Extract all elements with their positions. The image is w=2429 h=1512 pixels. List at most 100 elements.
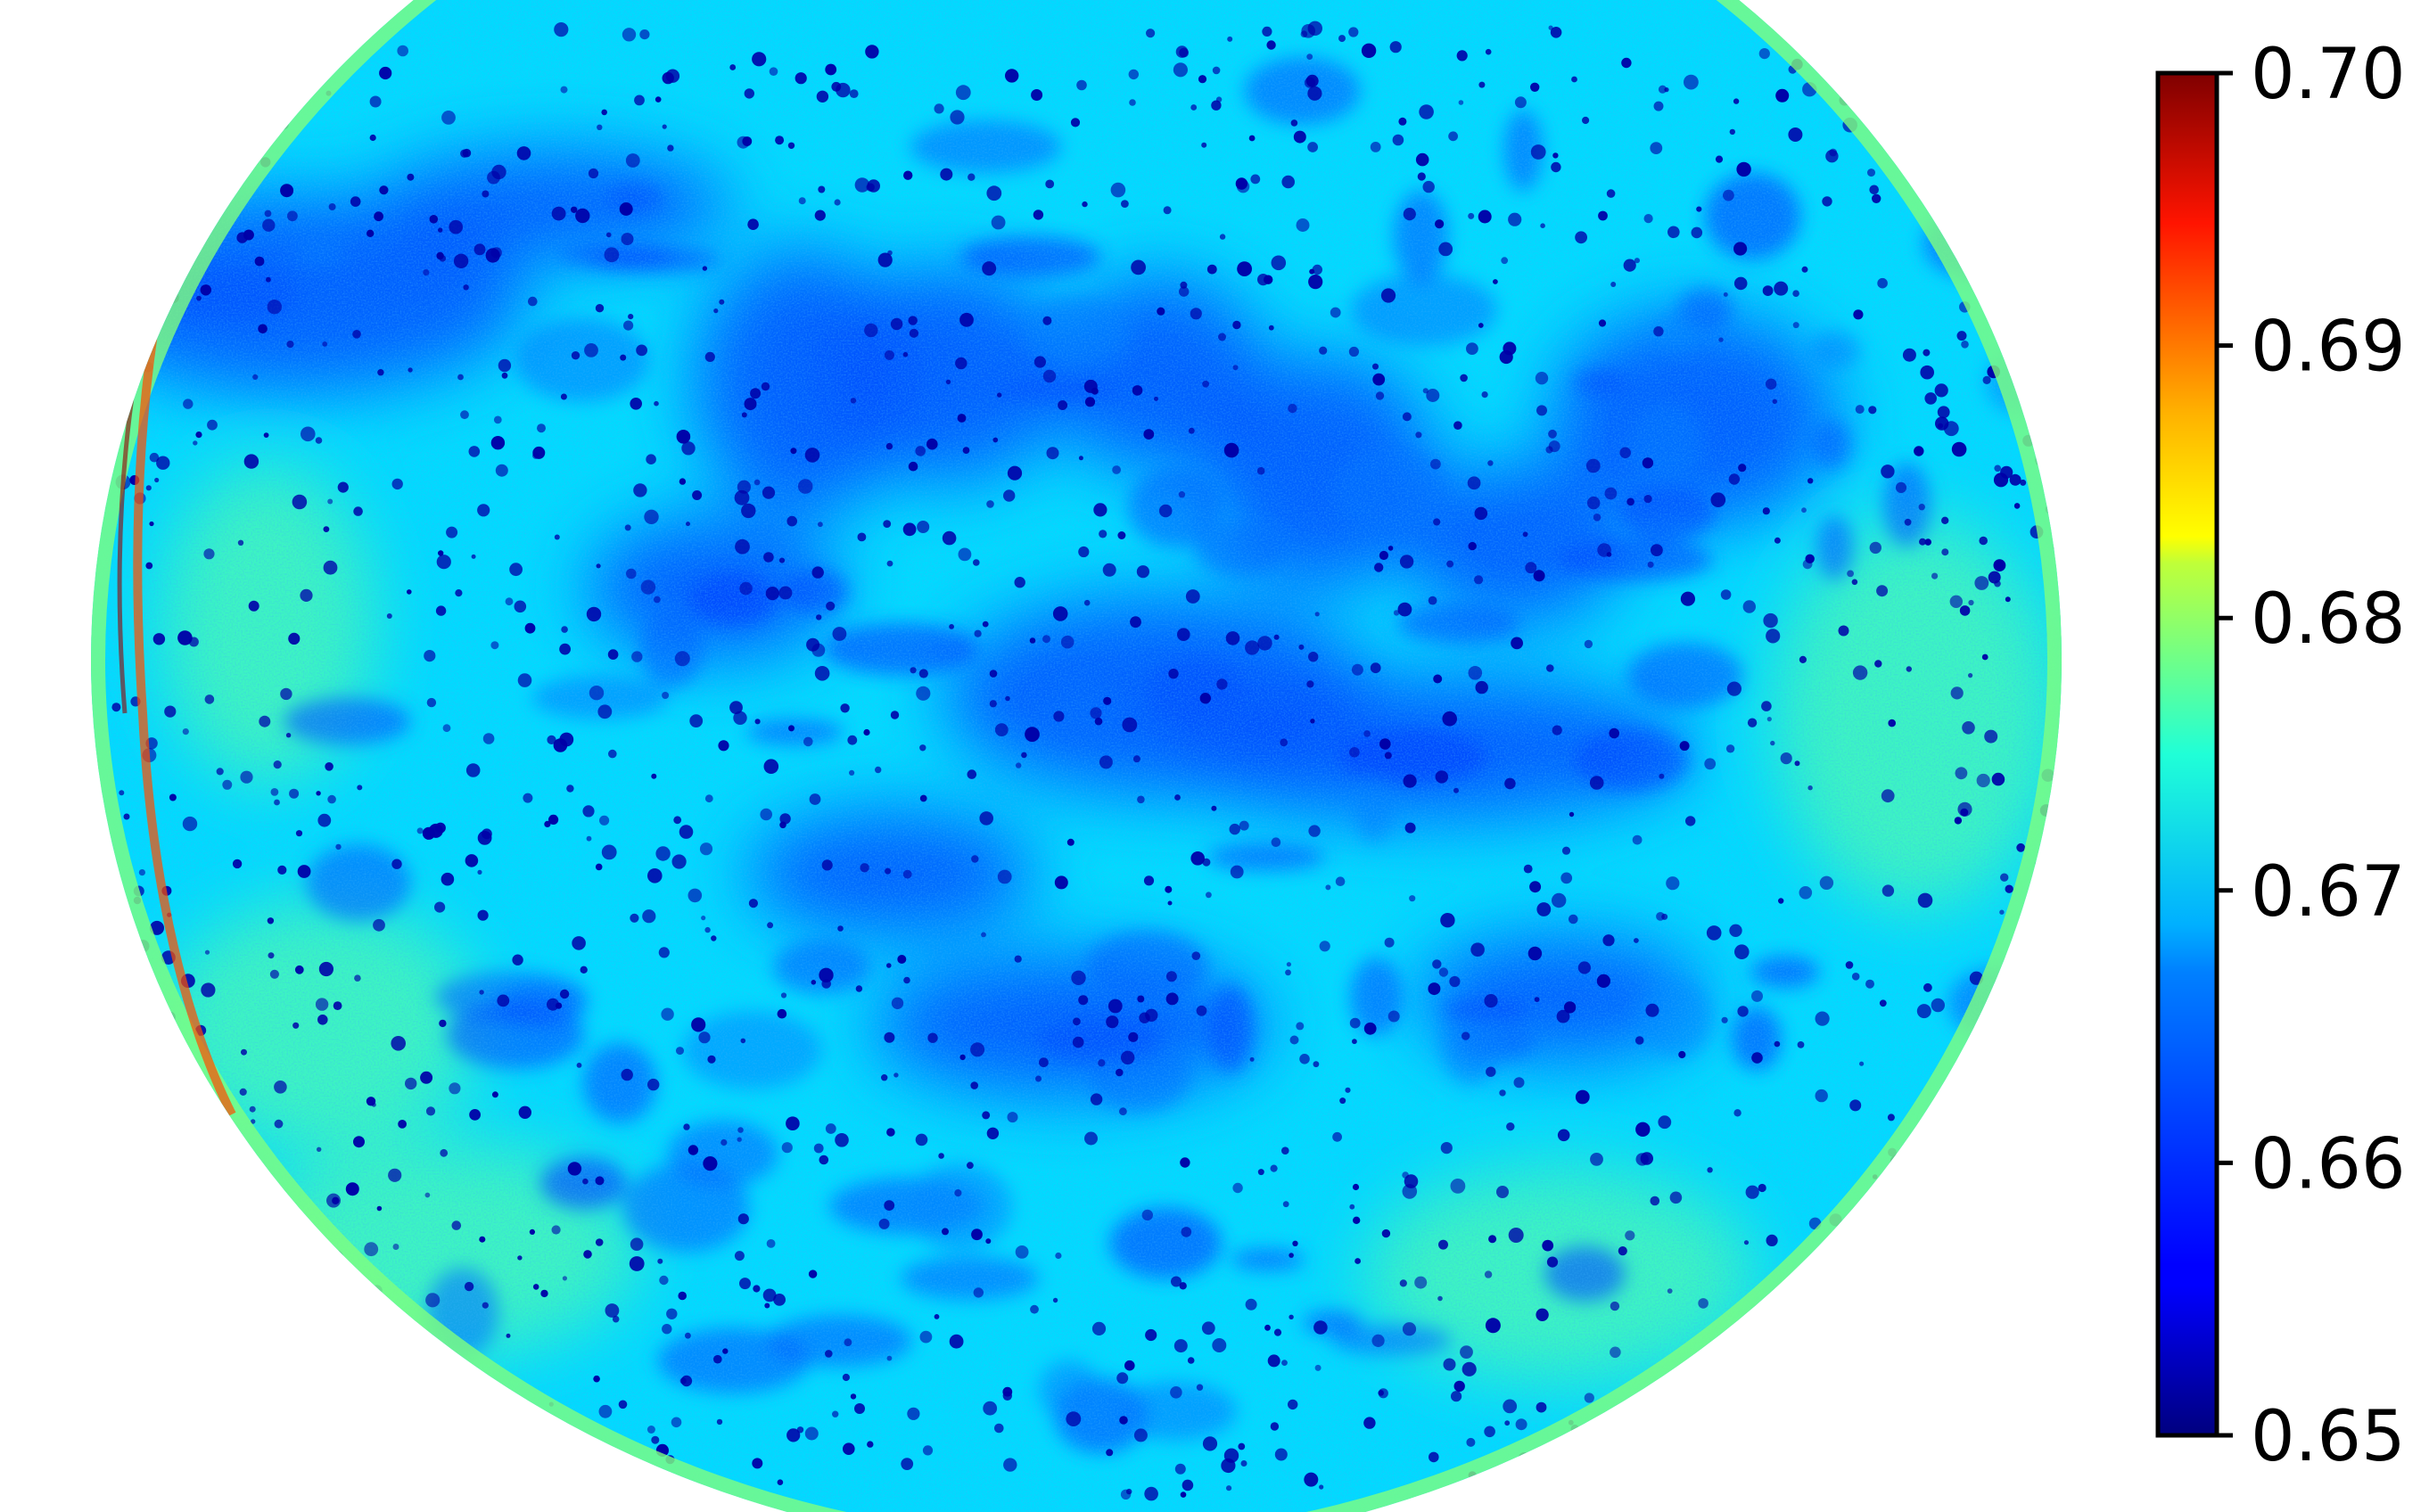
field-speckle [408,367,413,373]
field-speckle [628,314,634,320]
field-speckle [790,448,797,455]
field-speckle [797,479,813,494]
field-speckle [1597,543,1611,557]
field-speckle [1486,1066,1496,1077]
field-speckle [249,1105,256,1113]
field-speckle [1248,135,1256,142]
field-speckle [460,149,469,158]
field-speckle [662,1324,672,1335]
field-speckle [580,966,588,974]
field-speckle [292,494,308,510]
field-speckle [420,1071,433,1084]
field-speckle [832,1410,839,1418]
field-speckle [1245,640,1260,655]
field-speckle [1219,234,1226,240]
field-speckle [1025,727,1040,743]
field-speckle [938,1153,944,1159]
field-speckle [733,711,747,725]
field-speckle [423,269,430,276]
field-speckle [1625,1230,1635,1241]
field-speckle [1281,1360,1288,1366]
field-speckle [1542,1239,1554,1252]
field-speckle [599,815,610,826]
field-speckle [1876,585,1889,597]
field-speckle [1190,851,1205,866]
field-speckle [908,461,918,472]
field-speckle [1212,1338,1227,1352]
field-speckle [654,596,661,604]
field-speckle [364,1242,379,1257]
field-speckle [685,1332,691,1339]
field-speckle [1202,380,1209,388]
field-speckle [623,320,634,331]
field-speckle [1438,967,1449,977]
field-speckle [1014,577,1025,588]
field-speckle [1084,1131,1098,1146]
field-speckle [1826,1401,1839,1414]
field-speckle [1289,1314,1294,1320]
field-blob [91,173,221,252]
field-speckle [1653,101,1664,111]
field-speckle [1399,1279,1407,1287]
field-speckle [493,415,502,424]
field-speckle [479,1236,486,1243]
field-speckle [878,1218,890,1229]
field-speckle [1090,1093,1103,1105]
field-speckle [1035,1075,1042,1082]
field-speckle [803,736,813,747]
field-speckle [1552,152,1559,159]
field-speckle [1306,53,1313,60]
field-speckle [781,1142,793,1154]
field-speckle [1923,982,1932,992]
field-speckle [854,1403,865,1414]
field-speckle [1180,1157,1190,1168]
field-speckle [195,1486,211,1502]
field-speckle [1076,79,1087,91]
field-speckle [1266,40,1276,50]
field-speckle [673,816,682,825]
field-speckle [224,121,230,127]
field-speckle [523,793,533,803]
field-speckle [997,392,1002,398]
field-speckle [813,1143,824,1154]
field-speckle [640,1483,656,1499]
field-speckle [1869,541,1881,555]
field-speckle [377,369,384,376]
field-speckle [1626,1427,1640,1442]
field-speckle [524,622,536,634]
field-speckle [1372,363,1379,370]
field-speckle [786,1428,801,1442]
field-speckle [497,994,510,1007]
field-speckle [982,1111,991,1120]
field-speckle [325,1380,339,1395]
field-speckle [1501,257,1509,265]
field-speckle [949,1334,964,1349]
field-speckle [1944,1295,1956,1309]
field-speckle [1865,979,1874,989]
field-speckle [1339,1097,1346,1105]
field-speckle [273,760,282,769]
field-speckle [547,735,556,745]
field-speckle [350,1381,356,1388]
field-speckle [1404,822,1416,834]
field-speckle [1849,1099,1862,1112]
field-speckle [2070,1220,2078,1228]
field-speckle [118,977,126,986]
field-speckle [1954,817,1963,825]
field-speckle [154,477,160,483]
field-speckle [532,1284,539,1290]
field-speckle [1887,1113,1895,1122]
field-blob [1911,1393,1951,1445]
field-speckle [957,414,967,423]
field-speckle [1634,1036,1644,1045]
field-speckle [681,441,696,456]
field-speckle [1133,1428,1148,1442]
field-speckle [345,1182,359,1196]
field-speckle [1561,846,1571,855]
field-speckle [942,1228,949,1236]
field-speckle [1165,971,1177,982]
field-speckle [1589,776,1604,790]
field-speckle [796,1426,804,1434]
field-speckle [1525,562,1537,574]
field-speckle [1941,516,1949,524]
